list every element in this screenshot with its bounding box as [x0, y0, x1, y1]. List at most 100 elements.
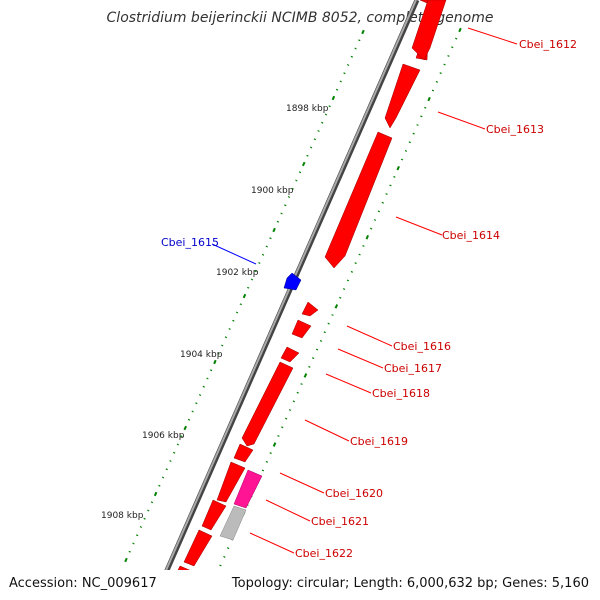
- tick-mark: [334, 304, 339, 309]
- tick-mark: [261, 253, 265, 256]
- tick-mark: [354, 262, 357, 265]
- tick-mark: [124, 557, 128, 563]
- gene-feature-cbei-1615[interactable]: [283, 272, 302, 291]
- gene-feature-cbei-1616[interactable]: [301, 301, 319, 317]
- tick-mark: [292, 400, 296, 403]
- tick-mark: [269, 452, 272, 455]
- tick-mark: [202, 385, 205, 388]
- tick-mark: [295, 179, 298, 182]
- gene-feature-cbei-1621-pseudo[interactable]: [219, 505, 247, 541]
- tick-mark: [147, 509, 150, 512]
- tick-mark: [265, 460, 269, 463]
- gene-feature-cbei-1619[interactable]: [241, 361, 294, 447]
- tick-mark: [298, 171, 302, 174]
- tick-mark: [311, 357, 315, 360]
- gene-label-cbei-1618[interactable]: Cbei_1618: [372, 387, 430, 400]
- tick-mark: [209, 369, 213, 372]
- tick-mark: [443, 63, 446, 66]
- gene-features: [167, 0, 447, 597]
- gene-feature-cbei-1612-body[interactable]: [411, 0, 447, 61]
- tick-mark: [272, 442, 277, 447]
- gene-feature-cbei-1620a[interactable]: [233, 443, 254, 463]
- tick-mark: [191, 410, 194, 413]
- gene-feature-cbei-1622b[interactable]: [183, 529, 213, 567]
- tick-mark: [361, 29, 365, 35]
- tick-mark: [258, 262, 261, 264]
- tick-mark: [219, 564, 222, 567]
- genome-backbone: [151, 0, 420, 600]
- gene-label-cbei-1621[interactable]: Cbei_1621: [311, 515, 369, 528]
- tick-mark: [350, 270, 354, 273]
- tick-label-1904: 1904 kbp: [180, 350, 223, 360]
- tick-mark: [206, 377, 209, 380]
- gene-feature-cbei-1614[interactable]: [324, 131, 393, 269]
- tick-mark: [300, 383, 303, 386]
- tick-mark: [221, 344, 224, 347]
- tick-mark: [143, 517, 146, 520]
- gene-feature-cbei-1620b[interactable]: [216, 461, 246, 503]
- tick-mark: [339, 80, 342, 83]
- tick-mark: [261, 469, 265, 472]
- gene-label-cbei-1612[interactable]: Cbei_1612: [519, 38, 577, 51]
- tick-mark: [365, 235, 370, 240]
- map-title: Clostridium beijerinckii NCIMB 8052, com…: [107, 10, 494, 26]
- tick-mark: [389, 184, 392, 187]
- gene-label-cbei-1614[interactable]: Cbei_1614: [442, 229, 500, 242]
- gene-feature-cbei-1617[interactable]: [291, 319, 312, 339]
- tick-mark: [342, 288, 346, 291]
- tick-mark: [317, 130, 320, 132]
- tick-mark: [396, 165, 400, 171]
- tick-mark: [198, 394, 202, 396]
- tick-mark: [347, 64, 350, 66]
- tick-mark: [420, 115, 423, 118]
- tick-label-1908: 1908 kbp: [101, 511, 144, 521]
- tick-mark: [343, 72, 346, 75]
- tick-mark: [250, 278, 254, 281]
- gene-label-cbei-1619[interactable]: Cbei_1619: [350, 435, 408, 448]
- gene-feature-cbei-1613[interactable]: [384, 63, 421, 129]
- tick-mark: [327, 322, 330, 325]
- tick-label-1900: 1900 kbp: [251, 186, 294, 196]
- tick-mark: [183, 425, 188, 431]
- tick-mark: [427, 96, 431, 102]
- gene-label-cbei-1617[interactable]: Cbei_1617: [384, 362, 442, 375]
- tick-mark: [362, 244, 365, 247]
- tick-labels: 1898 kbp 1900 kbp 1902 kbp 1904 kbp 1906…: [101, 104, 329, 521]
- gene-label-cbei-1620[interactable]: Cbei_1620: [325, 487, 383, 500]
- tick-mark: [331, 95, 336, 101]
- tick-mark: [265, 245, 268, 248]
- tick-label-1902: 1902 kbp: [216, 268, 259, 278]
- tick-mark: [223, 555, 226, 558]
- tick-mark: [242, 293, 247, 299]
- tick-mark: [408, 141, 411, 144]
- tick-mark: [217, 352, 220, 355]
- genome-summary-text: Topology: circular; Length: 6,000,632 bp…: [231, 576, 589, 591]
- tick-mark: [132, 542, 135, 545]
- tick-mark: [153, 491, 158, 497]
- tick-mark: [335, 88, 339, 91]
- tick-mark: [284, 204, 287, 207]
- tick-mark: [280, 212, 283, 215]
- tick-mark: [224, 336, 228, 339]
- gene-feature-cbei-1621[interactable]: [233, 469, 263, 509]
- gene-label-cbei-1616[interactable]: Cbei_1616: [393, 340, 451, 353]
- tick-mark: [404, 149, 408, 152]
- gene-feature-cbei-1622a[interactable]: [201, 499, 227, 531]
- tick-mark: [369, 227, 373, 230]
- tick-mark: [358, 253, 361, 256]
- tick-label-1906: 1906 kbp: [142, 431, 185, 441]
- tick-mark: [447, 54, 450, 57]
- gene-feature-cbei-1618[interactable]: [280, 346, 300, 363]
- accession-text: Accession: NC_009617: [9, 576, 157, 591]
- tick-mark: [315, 348, 319, 351]
- tick-mark: [346, 279, 350, 282]
- tick-mark: [319, 339, 323, 342]
- gene-label-cbei-1613[interactable]: Cbei_1613: [486, 123, 544, 136]
- gene-label-cbei-1615[interactable]: Cbei_1615: [161, 236, 219, 249]
- tick-mark: [454, 37, 458, 40]
- gene-labels: Cbei_1612 Cbei_1613 Cbei_1614 Cbei_1615 …: [161, 38, 577, 560]
- tick-mark: [150, 501, 154, 504]
- tick-mark: [393, 175, 396, 178]
- gene-label-cbei-1622[interactable]: Cbei_1622: [295, 547, 353, 560]
